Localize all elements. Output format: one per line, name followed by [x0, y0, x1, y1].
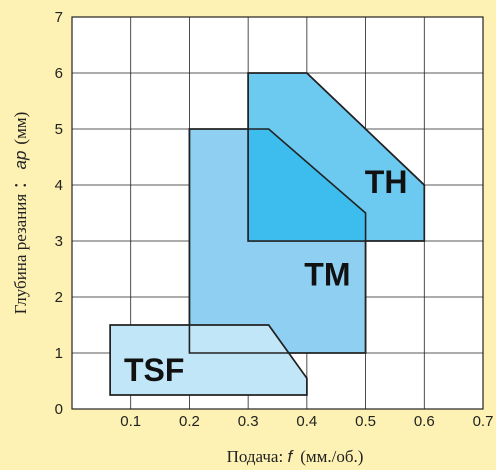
- plot-border: [71, 16, 484, 410]
- y-tick-labels: 0 1 2 3 4 5 6 7: [55, 9, 63, 418]
- x-tick-label: 0.6: [414, 413, 435, 430]
- y-tick-label: 7: [55, 9, 63, 26]
- y-axis-label: Глубина резания ： ap (мм): [11, 112, 30, 315]
- x-axis-label-symbol: f: [287, 447, 294, 466]
- x-tick-label: 0.2: [179, 413, 200, 430]
- x-axis-label: Подача: f (мм./об.): [227, 447, 364, 466]
- y-axis-label-unit: (мм): [11, 112, 30, 145]
- y-axis-label-prefix: Глубина резания ：: [11, 173, 30, 315]
- y-tick-label: 1: [55, 345, 63, 362]
- x-tick-labels: 0.1 0.2 0.3 0.4 0.5 0.6 0.7: [120, 413, 493, 430]
- y-tick-label: 4: [55, 177, 63, 194]
- region-labels: TM TH TSF: [124, 164, 407, 388]
- x-axis-label-prefix: Подача:: [227, 447, 288, 466]
- y-axis-label-symbol: ap: [11, 151, 30, 170]
- x-tick-label: 0.4: [296, 413, 317, 430]
- region-label-th: TH: [365, 164, 408, 200]
- y-tick-label: 5: [55, 121, 63, 138]
- x-tick-label: 0.5: [355, 413, 376, 430]
- region-label-tsf: TSF: [124, 352, 184, 388]
- y-tick-label: 2: [55, 289, 63, 306]
- y-tick-label: 0: [55, 401, 63, 418]
- x-axis-label-unit: (мм./об.): [300, 447, 363, 466]
- region-tsf-outline: [109, 324, 308, 396]
- region-tm-outline: [188, 128, 367, 354]
- region-label-tm: TM: [304, 257, 350, 293]
- y-tick-label: 6: [55, 65, 63, 82]
- x-tick-label: 0.1: [120, 413, 141, 430]
- y-tick-label: 3: [55, 233, 63, 250]
- region-th-outline: [247, 72, 426, 242]
- x-tick-label: 0.7: [473, 413, 494, 430]
- x-tick-label: 0.3: [238, 413, 259, 430]
